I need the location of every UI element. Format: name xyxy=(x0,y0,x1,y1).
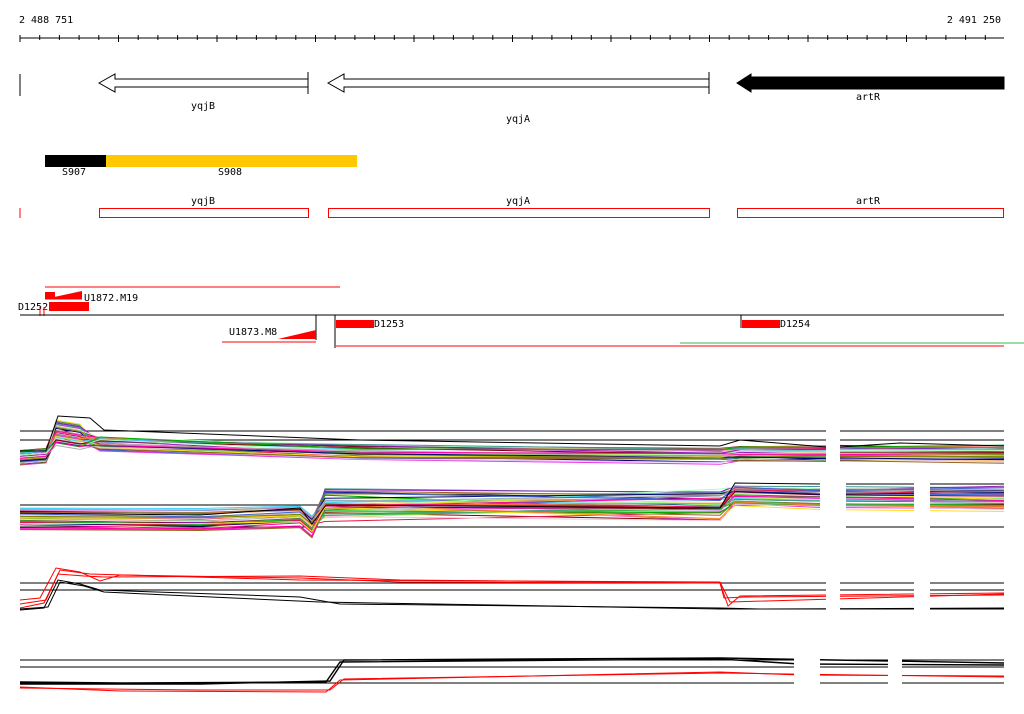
feature-label-D1254: D1254 xyxy=(780,319,810,330)
segment-track: S907 S908 xyxy=(45,155,357,178)
gene-label-artR: artR xyxy=(856,92,881,103)
gene-label-yqjB: yqjB xyxy=(191,101,215,112)
ruler-end-label: 2 491 250 xyxy=(947,15,1001,26)
gene-box-yqjB[interactable] xyxy=(99,208,309,218)
expression-line-black xyxy=(19,581,1004,610)
gene-track: yqjB yqjA artR xyxy=(19,72,1005,125)
expression-line-red xyxy=(19,573,1005,609)
segment-label-S908: S908 xyxy=(218,167,242,178)
expression-track-1 xyxy=(19,410,1005,470)
feature-label-U1873.M8: U1873.M8 xyxy=(229,327,277,338)
segment-S908[interactable] xyxy=(106,155,357,167)
gene-box-label-yqjA: yqjA xyxy=(506,196,530,207)
expression-track-2 xyxy=(19,475,1005,540)
gene-arrow-yqjA[interactable] xyxy=(326,73,710,93)
ruler-ticks xyxy=(19,35,986,42)
track-gap xyxy=(826,410,840,470)
track-gap xyxy=(914,475,930,540)
segment-label-S907: S907 xyxy=(62,167,86,178)
expression-line-red xyxy=(19,567,1005,607)
ruler-start-label: 2 488 751 xyxy=(19,15,73,26)
expression-track-3 xyxy=(19,560,1005,620)
track-gap xyxy=(794,650,820,700)
feature-bar-D1252[interactable] xyxy=(49,302,89,311)
expression-line-red xyxy=(19,569,1005,605)
expression-line-black xyxy=(20,657,1005,685)
track-gap xyxy=(914,560,930,620)
track-gap xyxy=(888,650,902,700)
segment-S907[interactable] xyxy=(45,155,106,167)
gene-box-label-yqjB: yqjB xyxy=(191,196,215,207)
expression-line xyxy=(19,497,1005,517)
gene-arrow-artR[interactable] xyxy=(736,73,1005,93)
feature-bar-D1254[interactable] xyxy=(742,320,780,328)
expression-line-black xyxy=(19,579,1005,611)
track-gap xyxy=(820,475,846,540)
feature-bar-D1253[interactable] xyxy=(336,320,374,328)
gene-box-artR[interactable] xyxy=(737,208,1004,218)
gene-arrow-yqjB[interactable] xyxy=(97,73,309,93)
expression-line xyxy=(19,486,1005,523)
expression-track-4 xyxy=(19,650,1005,700)
gene-box-label-artR: artR xyxy=(856,196,881,207)
gene-box-yqjA[interactable] xyxy=(328,208,710,218)
expression-line-black xyxy=(20,415,1005,452)
feature-ramp-U1873[interactable] xyxy=(278,330,316,339)
feature-track: U1872.M19 D1252 U1873.M8 D1253 D1254 xyxy=(18,286,1024,348)
track-gap xyxy=(826,560,840,620)
coordinate-ruler: 2 488 751 2 491 250 xyxy=(19,15,1004,42)
feature-label-U1872.M19: U1872.M19 xyxy=(84,293,138,304)
feature-label-D1252: D1252 xyxy=(18,302,48,313)
feature-ramp-U1872[interactable] xyxy=(45,291,82,299)
feature-bar-U1872[interactable] xyxy=(45,292,55,299)
gene-box-track: yqjB yqjA artR xyxy=(19,196,1004,218)
gene-label-yqjA: yqjA xyxy=(506,114,530,125)
expression-line xyxy=(19,505,1005,533)
expression-line-black xyxy=(19,658,1005,684)
feature-label-D1253: D1253 xyxy=(374,319,404,330)
expression-line-black xyxy=(19,482,1004,525)
expression-line-red xyxy=(19,672,1005,691)
